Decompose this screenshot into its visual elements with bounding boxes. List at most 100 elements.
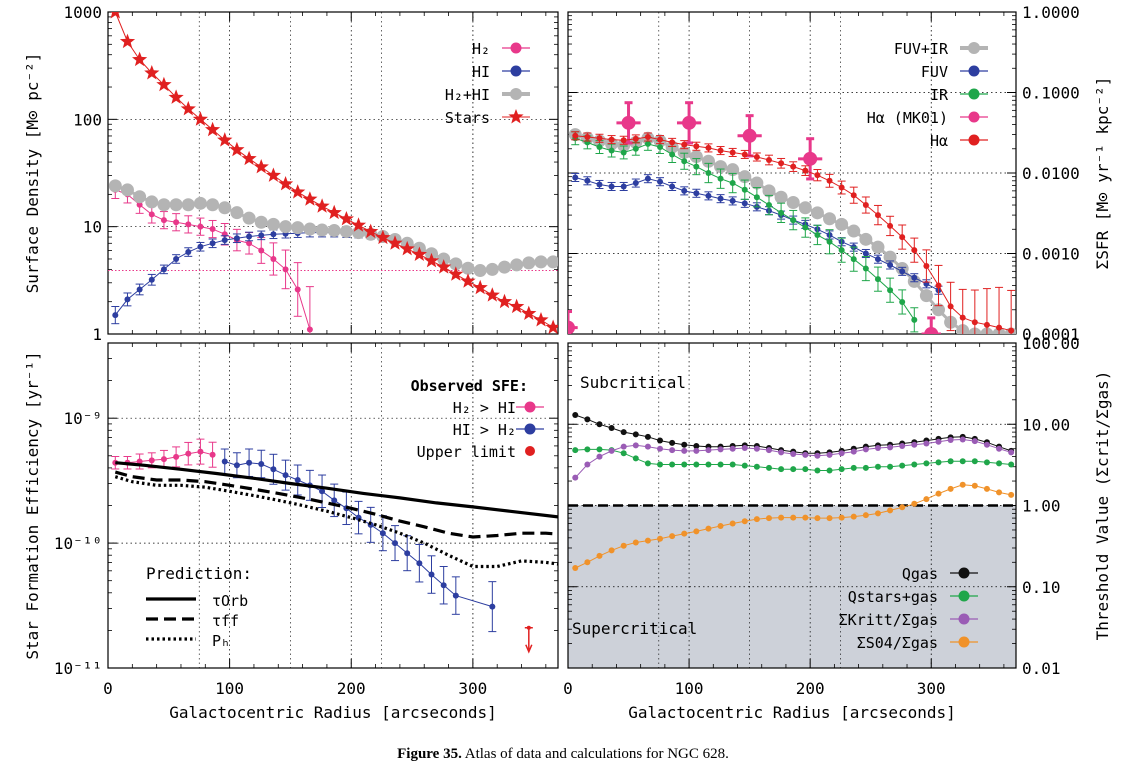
data-point <box>657 461 664 468</box>
legend-label: IR <box>930 86 949 104</box>
data-point <box>449 257 463 271</box>
data-point <box>862 446 869 453</box>
series-line <box>575 137 915 321</box>
data-point <box>705 525 712 532</box>
data-point <box>180 100 196 116</box>
x-tick-label: 0 <box>103 679 113 698</box>
data-point <box>270 231 277 238</box>
data-point <box>887 287 894 294</box>
data-point <box>741 518 748 525</box>
series-line <box>115 461 558 519</box>
data-point <box>899 442 906 449</box>
data-point <box>693 190 700 197</box>
data-point <box>838 466 845 473</box>
data-point <box>423 252 440 268</box>
data-point <box>753 154 760 161</box>
data-point <box>496 293 513 309</box>
data-point <box>572 411 579 418</box>
legend-label: ΣS04/Σgas <box>857 634 938 652</box>
data-point <box>270 466 277 473</box>
y-tick-label: 1000 <box>63 3 102 22</box>
plot-body <box>568 411 1016 572</box>
data-point <box>596 181 603 188</box>
prediction-legend: Prediction: τOrb τff Pₕ <box>146 564 252 650</box>
data-point <box>428 571 435 578</box>
series-0 <box>568 128 1016 334</box>
data-point <box>185 450 192 457</box>
data-point <box>572 447 579 454</box>
legend: Subcritical Supercritical Qgas Qstars+gas ΣK… <box>572 373 978 652</box>
x-tick-label: 0 <box>563 679 573 698</box>
series-line <box>575 414 1012 454</box>
legend-label: Hα <box>930 132 948 150</box>
data-point <box>823 212 837 226</box>
y-axis-label: Surface Density [M⊙ pc⁻²] <box>23 53 42 294</box>
data-point <box>644 460 651 467</box>
data-point <box>682 115 697 130</box>
plot-body <box>108 12 558 334</box>
y-axis-label: Threshold Value (Σcrit/Σgas) <box>1093 371 1112 641</box>
prediction-legend-label: Pₕ <box>212 632 230 650</box>
y-tick-label: 10⁻¹¹ <box>54 659 102 678</box>
data-point <box>632 442 639 449</box>
data-point <box>291 221 305 235</box>
data-point <box>947 303 954 310</box>
data-point <box>620 183 627 190</box>
data-point <box>608 447 615 454</box>
y-tick-label: 1.0000 <box>1022 3 1080 22</box>
data-point <box>693 528 700 535</box>
data-point <box>124 296 131 303</box>
data-point <box>814 172 821 179</box>
data-point <box>644 175 651 182</box>
data-point <box>996 489 1003 496</box>
figure-label: Figure 35. <box>397 746 462 762</box>
data-point <box>620 429 627 436</box>
data-point <box>765 202 772 209</box>
data-point <box>181 198 195 212</box>
y-tick-label: 0.0100 <box>1022 164 1080 183</box>
data-point <box>246 459 253 466</box>
data-point <box>847 224 861 238</box>
data-point <box>729 520 736 527</box>
data-point <box>1008 327 1015 334</box>
data-point <box>887 261 894 268</box>
y-axis-label: Star Formation Efficiency [yr⁻¹] <box>23 351 42 659</box>
data-point <box>326 204 342 220</box>
data-point <box>572 474 579 481</box>
data-point <box>911 500 918 507</box>
legend-label: HI > H₂ <box>453 421 516 439</box>
data-point <box>874 276 881 283</box>
data-point <box>568 320 575 334</box>
data-point <box>959 481 966 488</box>
data-point <box>996 445 1003 452</box>
data-point <box>314 198 330 213</box>
data-point <box>729 461 736 468</box>
data-point <box>657 445 664 452</box>
data-point <box>681 441 688 448</box>
data-point <box>489 603 496 610</box>
data-point <box>814 515 821 522</box>
legend-label: ΣKritt/Σgas <box>839 611 938 629</box>
legend-swatch-marker <box>510 42 522 54</box>
series-3 <box>568 101 941 334</box>
data-point <box>826 177 833 184</box>
data-point <box>826 515 833 522</box>
data-point <box>741 151 748 158</box>
data-point <box>778 514 785 521</box>
data-point <box>705 447 712 454</box>
series-1 <box>111 227 558 325</box>
data-point <box>681 187 688 194</box>
data-point <box>717 522 724 529</box>
data-point <box>246 233 253 240</box>
data-point <box>923 460 930 467</box>
data-point <box>546 255 558 269</box>
data-point <box>302 191 318 206</box>
data-point <box>717 175 724 182</box>
data-point <box>596 552 603 559</box>
data-point <box>802 466 809 473</box>
data-point <box>911 247 918 254</box>
legend-swatch-marker <box>968 88 980 100</box>
data-point <box>217 132 233 147</box>
data-point <box>850 448 857 455</box>
x-axis-label: Galactocentric Radius [arcseconds] <box>169 703 497 722</box>
